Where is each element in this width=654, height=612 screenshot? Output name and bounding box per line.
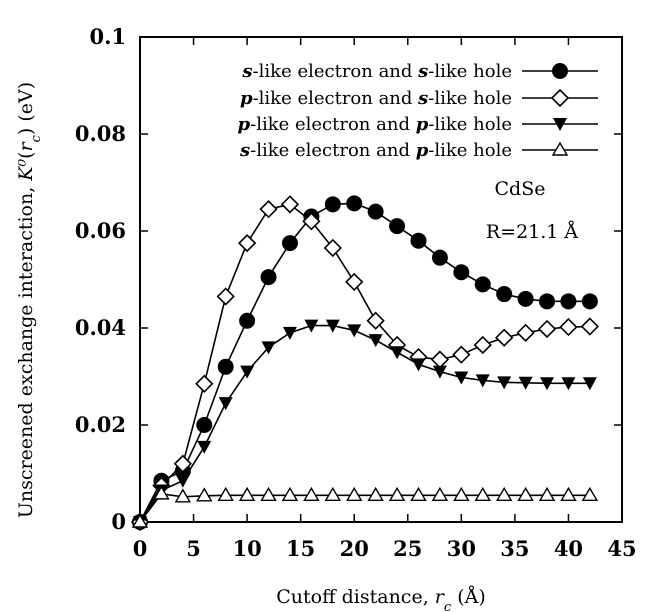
data-point [197, 441, 211, 454]
annotation-radius: R=21.1 Å [486, 221, 579, 243]
data-point [196, 417, 212, 433]
data-point [454, 488, 468, 500]
data-point [561, 488, 575, 500]
y-axis-label: Unscreened exchange interaction, K⁰(rc) … [15, 82, 44, 518]
data-point [433, 488, 447, 500]
x-axis-label: Cutoff distance, rc (Å) [276, 586, 486, 612]
legend-marker [552, 63, 568, 79]
data-point [197, 489, 211, 501]
data-point [390, 346, 404, 359]
y-tick-label: 0.06 [75, 218, 126, 243]
data-point [519, 488, 533, 500]
data-point [304, 488, 318, 500]
series-line [140, 203, 590, 522]
data-point [283, 488, 297, 500]
y-tick-label: 0.08 [75, 121, 126, 146]
x-tick-label: 35 [500, 536, 529, 561]
data-point [346, 195, 362, 211]
data-point [325, 240, 341, 256]
y-tick-label: 0.02 [75, 412, 126, 437]
data-point [496, 286, 512, 302]
y-tick-label: 0.04 [75, 315, 126, 340]
data-point [496, 330, 512, 346]
data-point [219, 488, 233, 500]
data-point [518, 291, 534, 307]
data-point [432, 352, 448, 368]
data-point [282, 196, 298, 212]
data-point [283, 327, 297, 340]
series-1 [132, 195, 598, 530]
annotation-material: CdSe [495, 178, 546, 200]
data-point [582, 293, 598, 309]
x-tick-label: 25 [393, 536, 422, 561]
data-point [583, 488, 597, 500]
data-point [560, 319, 576, 335]
data-point [240, 488, 254, 500]
data-point [582, 319, 598, 335]
data-point [411, 358, 425, 371]
data-point [347, 488, 361, 500]
data-point [368, 204, 384, 220]
data-point [346, 274, 362, 290]
legend-label: p-like electron and s-like hole [240, 88, 512, 109]
series-2 [132, 196, 598, 530]
data-point [218, 359, 234, 375]
data-point [476, 488, 490, 500]
data-point [518, 325, 534, 341]
data-point [539, 321, 555, 337]
data-point [282, 235, 298, 251]
y-tick-label: 0 [111, 509, 126, 534]
data-point [453, 264, 469, 280]
data-point [389, 218, 405, 234]
legend-label: s-like electron and p-like hole [239, 140, 512, 161]
data-point [369, 334, 383, 347]
x-tick-label: 5 [186, 536, 201, 561]
x-tick-label: 45 [607, 536, 636, 561]
data-point [390, 488, 404, 500]
data-point [497, 488, 511, 500]
legend: s-like electron and s-like hole p-like el… [238, 61, 598, 161]
data-point [325, 196, 341, 212]
data-point [219, 397, 233, 410]
data-point [261, 269, 277, 285]
legend-label: p-like electron and p-like hole [238, 114, 512, 135]
data-point [539, 293, 555, 309]
y-tick-label: 0.1 [89, 24, 126, 49]
data-point [411, 488, 425, 500]
legend-label: s-like electron and s-like hole [241, 61, 512, 82]
data-point [239, 235, 255, 251]
data-point [560, 293, 576, 309]
x-tick-label: 20 [340, 536, 369, 561]
data-point [453, 347, 469, 363]
legend-marker [552, 90, 568, 106]
data-point [262, 488, 276, 500]
legend-marker [553, 143, 567, 155]
data-point [239, 313, 255, 329]
x-tick-label: 30 [447, 536, 476, 561]
data-point [475, 337, 491, 353]
data-point [326, 488, 340, 500]
series-line [140, 204, 590, 522]
data-point [432, 250, 448, 266]
data-point [475, 276, 491, 292]
data-point [369, 488, 383, 500]
data-point [261, 201, 277, 217]
x-tick-label: 0 [133, 536, 148, 561]
data-point [240, 366, 254, 379]
series-4 [133, 487, 597, 527]
x-tick-label: 10 [232, 536, 261, 561]
data-point [347, 324, 361, 337]
data-point [196, 376, 212, 392]
data-point [410, 233, 426, 249]
data-point [540, 488, 554, 500]
plot-frame [140, 37, 622, 522]
series-layer [132, 195, 598, 530]
x-tick-label: 40 [554, 536, 583, 561]
x-tick-label: 15 [286, 536, 315, 561]
data-point [218, 288, 234, 304]
data-point [433, 366, 447, 379]
data-point [176, 475, 190, 488]
